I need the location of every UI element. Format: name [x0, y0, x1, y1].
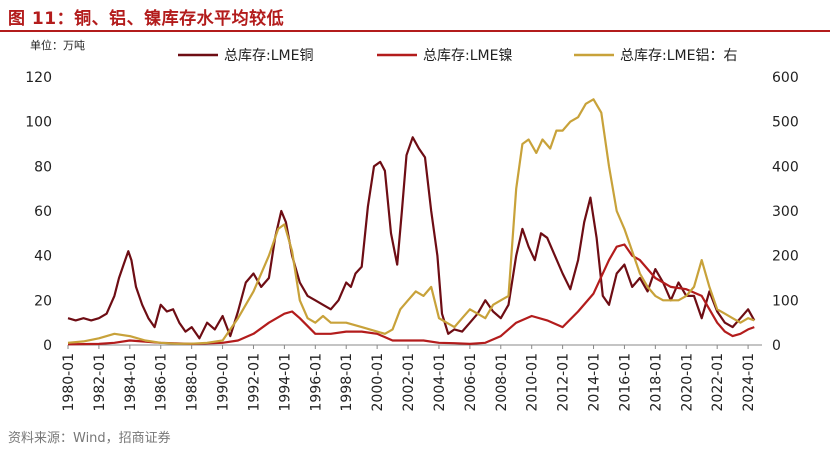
- x-tick-label: 1986-01: [154, 353, 170, 412]
- x-tick-label: 1998-01: [339, 353, 355, 412]
- x-tick-label: 1980-01: [61, 353, 77, 412]
- x-tick-label: 1990-01: [216, 353, 232, 412]
- y-left-tick-label: 60: [34, 204, 52, 220]
- legend-label-2: 总库存:LME镍: [423, 48, 512, 64]
- x-tick-label: 1996-01: [308, 353, 324, 412]
- chart-title: 图 11：铜、铝、镍库存水平均较低: [8, 9, 285, 29]
- y-left-tick-label: 100: [25, 115, 52, 131]
- legend-label-1: 总库存:LME铜: [224, 48, 313, 64]
- y-left-tick-label: 40: [34, 249, 52, 265]
- x-tick-label: 1982-01: [92, 353, 108, 412]
- y-right-tick-label: 400: [772, 159, 799, 175]
- x-tick-label: 2024-01: [741, 353, 757, 412]
- x-tick-label: 1988-01: [185, 353, 201, 412]
- x-tick-label: 2016-01: [617, 353, 633, 412]
- x-tick-label: 2002-01: [401, 353, 417, 412]
- x-tick-label: 2012-01: [556, 353, 572, 412]
- x-tick-label: 1992-01: [246, 353, 262, 412]
- source-note: 资料来源：Wind，招商证券: [8, 431, 171, 446]
- x-tick-label: 2014-01: [587, 353, 603, 412]
- x-tick-label: 2020-01: [679, 353, 695, 412]
- y-left-tick-label: 120: [25, 70, 52, 86]
- y-right-tick-label: 300: [772, 204, 799, 220]
- x-tick-label: 1984-01: [123, 353, 139, 412]
- y-left-tick-label: 80: [34, 159, 52, 175]
- y-right-tick-label: 0: [772, 338, 781, 354]
- x-tick-label: 2006-01: [463, 353, 479, 412]
- title-divider: [0, 30, 830, 32]
- x-tick-label: 2004-01: [432, 353, 448, 412]
- legend-label-3: 总库存:LME铝：右: [620, 48, 737, 64]
- y-right-tick-label: 600: [772, 70, 799, 86]
- x-tick-label: 2008-01: [494, 353, 510, 412]
- series-line-1: [67, 136, 756, 340]
- x-tick-label: 2018-01: [648, 353, 664, 412]
- y-right-tick-label: 500: [772, 115, 799, 131]
- y-left-tick-label: 20: [34, 293, 52, 309]
- unit-label: 单位：万吨: [30, 39, 85, 52]
- y-left-tick-label: 0: [43, 338, 52, 354]
- y-right-tick-label: 100: [772, 293, 799, 309]
- x-tick-label: 2000-01: [370, 353, 386, 412]
- x-tick-label: 1994-01: [277, 353, 293, 412]
- series-line-2: [67, 243, 755, 346]
- series-line-3: [67, 98, 755, 345]
- x-tick-label: 2022-01: [710, 353, 726, 412]
- x-tick-label: 2010-01: [525, 353, 541, 412]
- y-right-tick-label: 200: [772, 249, 799, 265]
